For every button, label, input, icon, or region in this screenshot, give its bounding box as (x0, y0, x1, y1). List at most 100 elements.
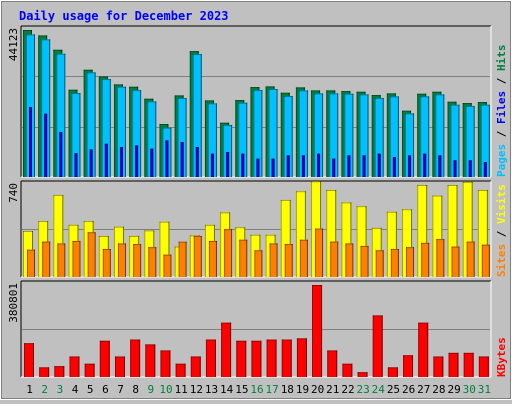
kbytes-bar (114, 356, 125, 377)
day-label: 30 (463, 383, 476, 396)
files-bar-fill (359, 94, 369, 177)
pages-bar (332, 158, 336, 177)
kbytes-bar-fill (145, 344, 156, 377)
visits-bar-fill (356, 206, 367, 277)
sites-bar-fill (390, 249, 399, 277)
sites-bar (193, 235, 202, 277)
files-bar-fill (268, 89, 278, 177)
pages-bar-fill (392, 157, 396, 177)
files-bar-fill (253, 90, 263, 177)
sites-bar-fill (269, 243, 278, 277)
legend-hits-files-pages-hits: Hits (495, 45, 508, 72)
legend-hits-files-pages-pages: Pages (495, 144, 508, 177)
pages-bar (210, 153, 214, 177)
day-label: 11 (175, 383, 188, 396)
files-bar (359, 94, 369, 177)
ymax-label-hits: 44123 (7, 28, 20, 61)
files-bar (207, 103, 217, 177)
kbytes-bar-fill (266, 339, 277, 377)
files-bar (177, 98, 187, 177)
pages-bar (89, 149, 93, 177)
sites-bar-fill (421, 242, 430, 277)
pages-bar-fill (150, 148, 154, 177)
kbytes-bar-fill (342, 363, 353, 377)
kbytes-bar (448, 352, 459, 377)
files-bar-fill (147, 101, 157, 177)
sites-bar (117, 243, 126, 277)
sites-bar-fill (72, 240, 81, 277)
pages-bar-fill (271, 158, 275, 177)
sites-bar-fill (481, 244, 490, 277)
pages-bar-fill (180, 142, 184, 177)
visits-bar-fill (477, 189, 488, 277)
sites-bar-fill (133, 244, 142, 277)
legend-visits-sites: Sites / Visits (495, 184, 508, 277)
sites-bar (254, 250, 263, 277)
day-label: 5 (87, 383, 94, 396)
kbytes-bar-fill (175, 363, 186, 377)
visits-bar-fill (386, 211, 397, 277)
pages-bar-fill (332, 158, 336, 177)
legend-visits-sites-sep: / (495, 224, 508, 244)
day-label: 7 (117, 383, 124, 396)
visits-bar-fill (326, 189, 337, 277)
day-label: 12 (190, 383, 203, 396)
sites-bar (390, 249, 399, 277)
files-bar-fill (450, 104, 460, 177)
files-bar-fill (465, 106, 475, 177)
kbytes-bar (130, 339, 141, 377)
pages-bar (286, 155, 290, 177)
pages-bar (438, 155, 442, 177)
pages-bar (301, 155, 305, 177)
visits-bar-fill (295, 191, 306, 277)
pages-bar-fill (104, 143, 108, 177)
day-label: 2 (41, 383, 48, 396)
kbytes-bar (236, 340, 247, 377)
day-label: 4 (72, 383, 79, 396)
legend-kbytes: KBytes (495, 337, 508, 377)
sites-bar (239, 239, 248, 277)
kbytes-bar-fill (357, 372, 368, 377)
pages-bar-fill (301, 155, 305, 177)
day-label: 20 (311, 383, 324, 396)
files-bar (192, 54, 202, 177)
pages-bar-fill (362, 155, 366, 177)
sites-bar (269, 243, 278, 277)
files-bar (116, 86, 126, 177)
files-bar (344, 93, 354, 177)
kbytes-bar (312, 285, 323, 377)
files-bar-fill (41, 39, 51, 178)
pages-bar (150, 148, 154, 177)
files-bar-fill (192, 54, 202, 177)
kbytes-bar-fill (24, 343, 34, 377)
kbytes-bar-fill (327, 350, 338, 377)
files-bar (389, 96, 399, 177)
sites-bar-fill (57, 243, 66, 277)
kbytes-bar-fill (69, 356, 80, 377)
day-label: 23 (357, 383, 370, 396)
kbytes-bar (221, 322, 232, 377)
files-bar (238, 102, 248, 177)
sites-bar-fill (193, 235, 202, 277)
files-bar (132, 90, 142, 177)
pages-bar-fill (59, 132, 63, 177)
files-bar-fill (86, 72, 96, 177)
files-bar (465, 106, 475, 177)
sites-bar-fill (360, 245, 369, 277)
files-bar (329, 93, 339, 177)
files-bar (41, 39, 51, 178)
pages-bar-fill (347, 155, 351, 177)
kbytes-bar-fill (403, 355, 414, 377)
ymax-label-visits: 740 (7, 183, 20, 203)
kbytes-bar-fill (54, 366, 65, 377)
kbytes-bar (54, 366, 65, 377)
files-bar-fill (132, 90, 142, 177)
sites-bar (102, 249, 111, 277)
sites-bar (284, 244, 293, 277)
files-bar (147, 101, 157, 177)
kbytes-bar-fill (418, 322, 429, 377)
pages-bar (135, 145, 139, 177)
kbytes-bar (463, 352, 474, 377)
files-bar (435, 94, 445, 177)
sites-bar-fill (436, 239, 445, 277)
